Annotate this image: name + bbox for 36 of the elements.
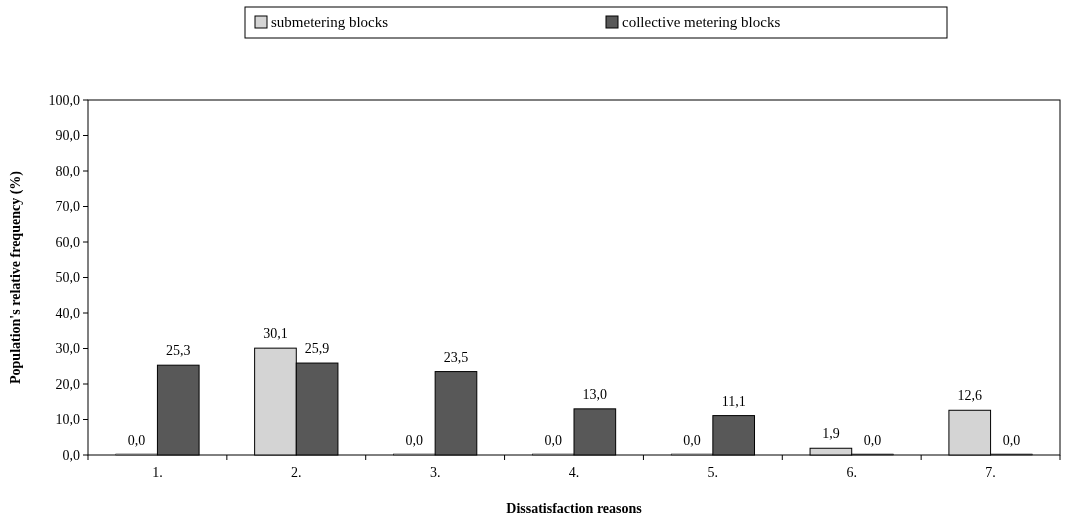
legend-label: submetering blocks bbox=[271, 14, 389, 30]
y-tick-label: 100,0 bbox=[48, 92, 80, 108]
data-label: 0,0 bbox=[1002, 433, 1021, 448]
data-label: 0,0 bbox=[127, 433, 146, 448]
x-axis-title: Dissatisfaction reasons bbox=[506, 501, 643, 516]
y-tick-label: 0,0 bbox=[62, 447, 80, 463]
data-label: 30,1 bbox=[263, 326, 288, 342]
y-tick-label: 60,0 bbox=[55, 234, 80, 250]
y-axis-title: Population's relative frequency (%) bbox=[8, 170, 24, 384]
x-tick-label: 3. bbox=[429, 465, 441, 480]
x-tick-label: 1. bbox=[152, 465, 163, 480]
data-label: 0,0 bbox=[405, 433, 424, 448]
data-label: 0,0 bbox=[683, 433, 701, 448]
x-tick-label: 5. bbox=[707, 465, 719, 480]
y-tick-label: 80,0 bbox=[55, 163, 80, 179]
data-label: 12,6 bbox=[957, 388, 982, 404]
x-tick-label: 7. bbox=[985, 465, 996, 480]
data-label: 1,9 bbox=[822, 426, 840, 442]
y-tick-label: 20,0 bbox=[55, 376, 80, 392]
x-tick-label: 6. bbox=[846, 465, 857, 480]
data-label: 0,0 bbox=[544, 433, 562, 448]
y-tick-label: 10,0 bbox=[55, 412, 80, 428]
data-label: 13,0 bbox=[582, 386, 608, 402]
data-label: 25,9 bbox=[304, 341, 330, 357]
y-tick-label: 90,0 bbox=[55, 128, 80, 144]
y-tick-label: 70,0 bbox=[55, 199, 80, 215]
data-label: 23,5 bbox=[443, 349, 469, 365]
y-tick-label: 50,0 bbox=[55, 270, 80, 286]
x-tick-label: 2. bbox=[291, 465, 302, 480]
x-tick-label: 4. bbox=[568, 465, 580, 480]
legend-label: collective metering blocks bbox=[622, 14, 781, 30]
y-tick-label: 30,0 bbox=[55, 341, 80, 357]
data-label: 25,3 bbox=[166, 343, 191, 359]
data-label: 0,0 bbox=[863, 433, 882, 448]
data-label: 11,1 bbox=[721, 393, 746, 409]
y-tick-label: 40,0 bbox=[55, 305, 80, 321]
